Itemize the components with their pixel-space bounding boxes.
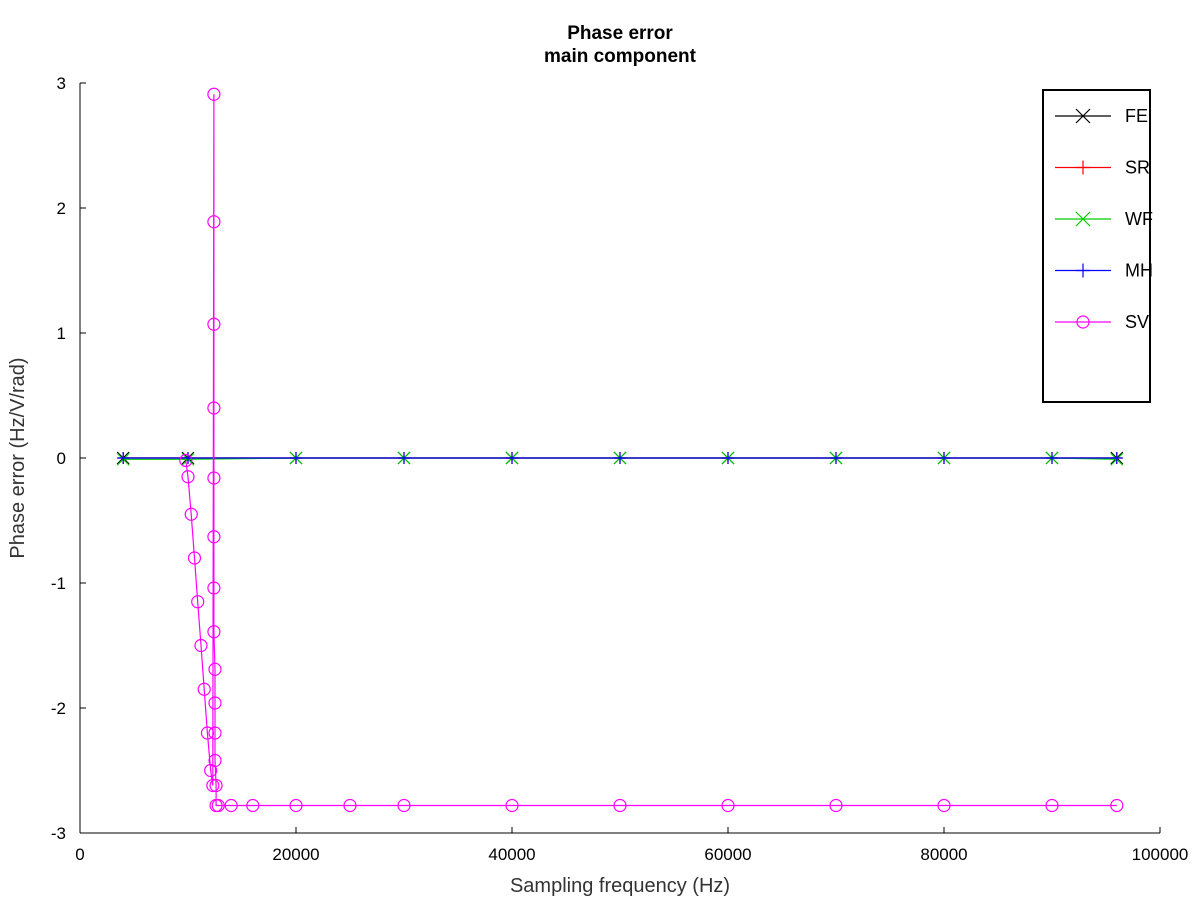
legend-label-fe: FE — [1125, 106, 1148, 126]
data-point-mh — [1110, 452, 1123, 464]
data-point-sv — [937, 798, 951, 813]
y-tick-label: -1 — [51, 574, 66, 593]
data-point-mh — [506, 452, 518, 464]
axes: 0 20000 40000 60000 80000 100000 -3 -2 -1 0 1 2 3 — [51, 74, 1188, 864]
x-tick-label: 40000 — [488, 845, 535, 864]
legend-label-mh: MH — [1125, 261, 1153, 281]
data-point-sv — [208, 696, 222, 710]
data-point-mh — [290, 452, 302, 464]
data-point-sv — [289, 798, 303, 813]
data-point-sv — [207, 317, 221, 331]
y-tick-label: -2 — [51, 699, 66, 718]
legend-label-sr: SR — [1125, 158, 1150, 178]
series-mh — [117, 452, 1123, 464]
data-point-sv — [197, 682, 211, 696]
data-point-mh — [830, 452, 842, 464]
data-point-sv — [207, 625, 221, 639]
x-tick-label: 60000 — [704, 845, 751, 864]
y-tick-label: 3 — [57, 74, 66, 93]
data-point-mh — [1046, 452, 1058, 464]
data-point-sv — [181, 470, 195, 484]
data-point-mh — [614, 452, 626, 464]
data-point-sv — [1045, 798, 1059, 813]
data-point-sv — [211, 798, 225, 813]
data-point-sv — [207, 471, 221, 485]
data-point-sv — [829, 798, 843, 813]
legend-marker-sr — [1076, 160, 1090, 175]
legend-entry-fe: FE — [1055, 106, 1148, 126]
data-point-sv — [207, 401, 221, 415]
y-axis-label: Phase error (Hz/V/rad) — [7, 357, 29, 558]
data-point-mh — [182, 452, 194, 464]
data-point-sv — [187, 551, 202, 565]
chart-subtitle: main component — [544, 46, 697, 67]
y-tick-label: 2 — [57, 199, 66, 218]
data-point-mh — [938, 452, 950, 464]
legend-marker-sv — [1076, 315, 1090, 329]
x-tick-label: 20000 — [272, 845, 319, 864]
legend-entry-wf: WF — [1055, 209, 1153, 229]
data-point-sv — [209, 778, 223, 793]
data-point-mh — [722, 452, 734, 464]
data-point-sv — [721, 798, 735, 813]
chart-title: Phase error — [567, 23, 673, 44]
legend-label-sv: SV — [1125, 312, 1149, 332]
x-tick-label: 0 — [75, 845, 84, 864]
legend-marker-mh — [1076, 263, 1090, 278]
legend-box — [1042, 89, 1151, 403]
legend-label-wf: WF — [1125, 209, 1153, 229]
data-point-sv — [206, 778, 220, 793]
data-point-sv — [207, 581, 221, 595]
data-point-mh — [398, 452, 410, 464]
data-point-sv — [505, 798, 519, 813]
data-point-sv — [208, 726, 222, 740]
data-point-sv — [207, 87, 221, 101]
legend: FE SR WF MH SV — [1042, 89, 1153, 403]
data-point-sv — [179, 453, 193, 468]
series-sv — [179, 87, 1124, 813]
data-point-sv — [1110, 798, 1124, 813]
data-point-sv — [207, 215, 221, 229]
legend-entry-mh: MH — [1055, 261, 1153, 281]
data-point-sv — [246, 798, 260, 813]
plot-area — [116, 87, 1124, 813]
data-point-sv — [184, 507, 198, 521]
data-point-sv — [224, 798, 238, 813]
data-point-sv — [397, 798, 411, 813]
data-point-sv — [343, 798, 357, 813]
x-tick-label: 100000 — [1132, 845, 1189, 864]
legend-marker-fe — [1075, 108, 1091, 124]
data-point-sv — [191, 595, 205, 609]
data-point-sv — [208, 753, 222, 768]
y-tick-label: -3 — [51, 824, 66, 843]
data-point-sv — [200, 726, 215, 740]
y-tick-label: 0 — [57, 449, 66, 468]
data-point-mh — [117, 452, 130, 464]
legend-entry-sv: SV — [1055, 312, 1149, 332]
legend-marker-wf — [1075, 211, 1091, 227]
x-tick-label: 80000 — [920, 845, 967, 864]
data-point-sv — [207, 530, 221, 544]
data-point-sv — [208, 662, 222, 676]
y-tick-label: 1 — [57, 324, 66, 343]
data-point-sv — [613, 798, 627, 813]
data-point-sv — [194, 638, 208, 653]
legend-entry-sr: SR — [1055, 158, 1150, 178]
series-line-sv — [185, 94, 1117, 807]
x-axis-label: Sampling frequency (Hz) — [510, 875, 730, 897]
